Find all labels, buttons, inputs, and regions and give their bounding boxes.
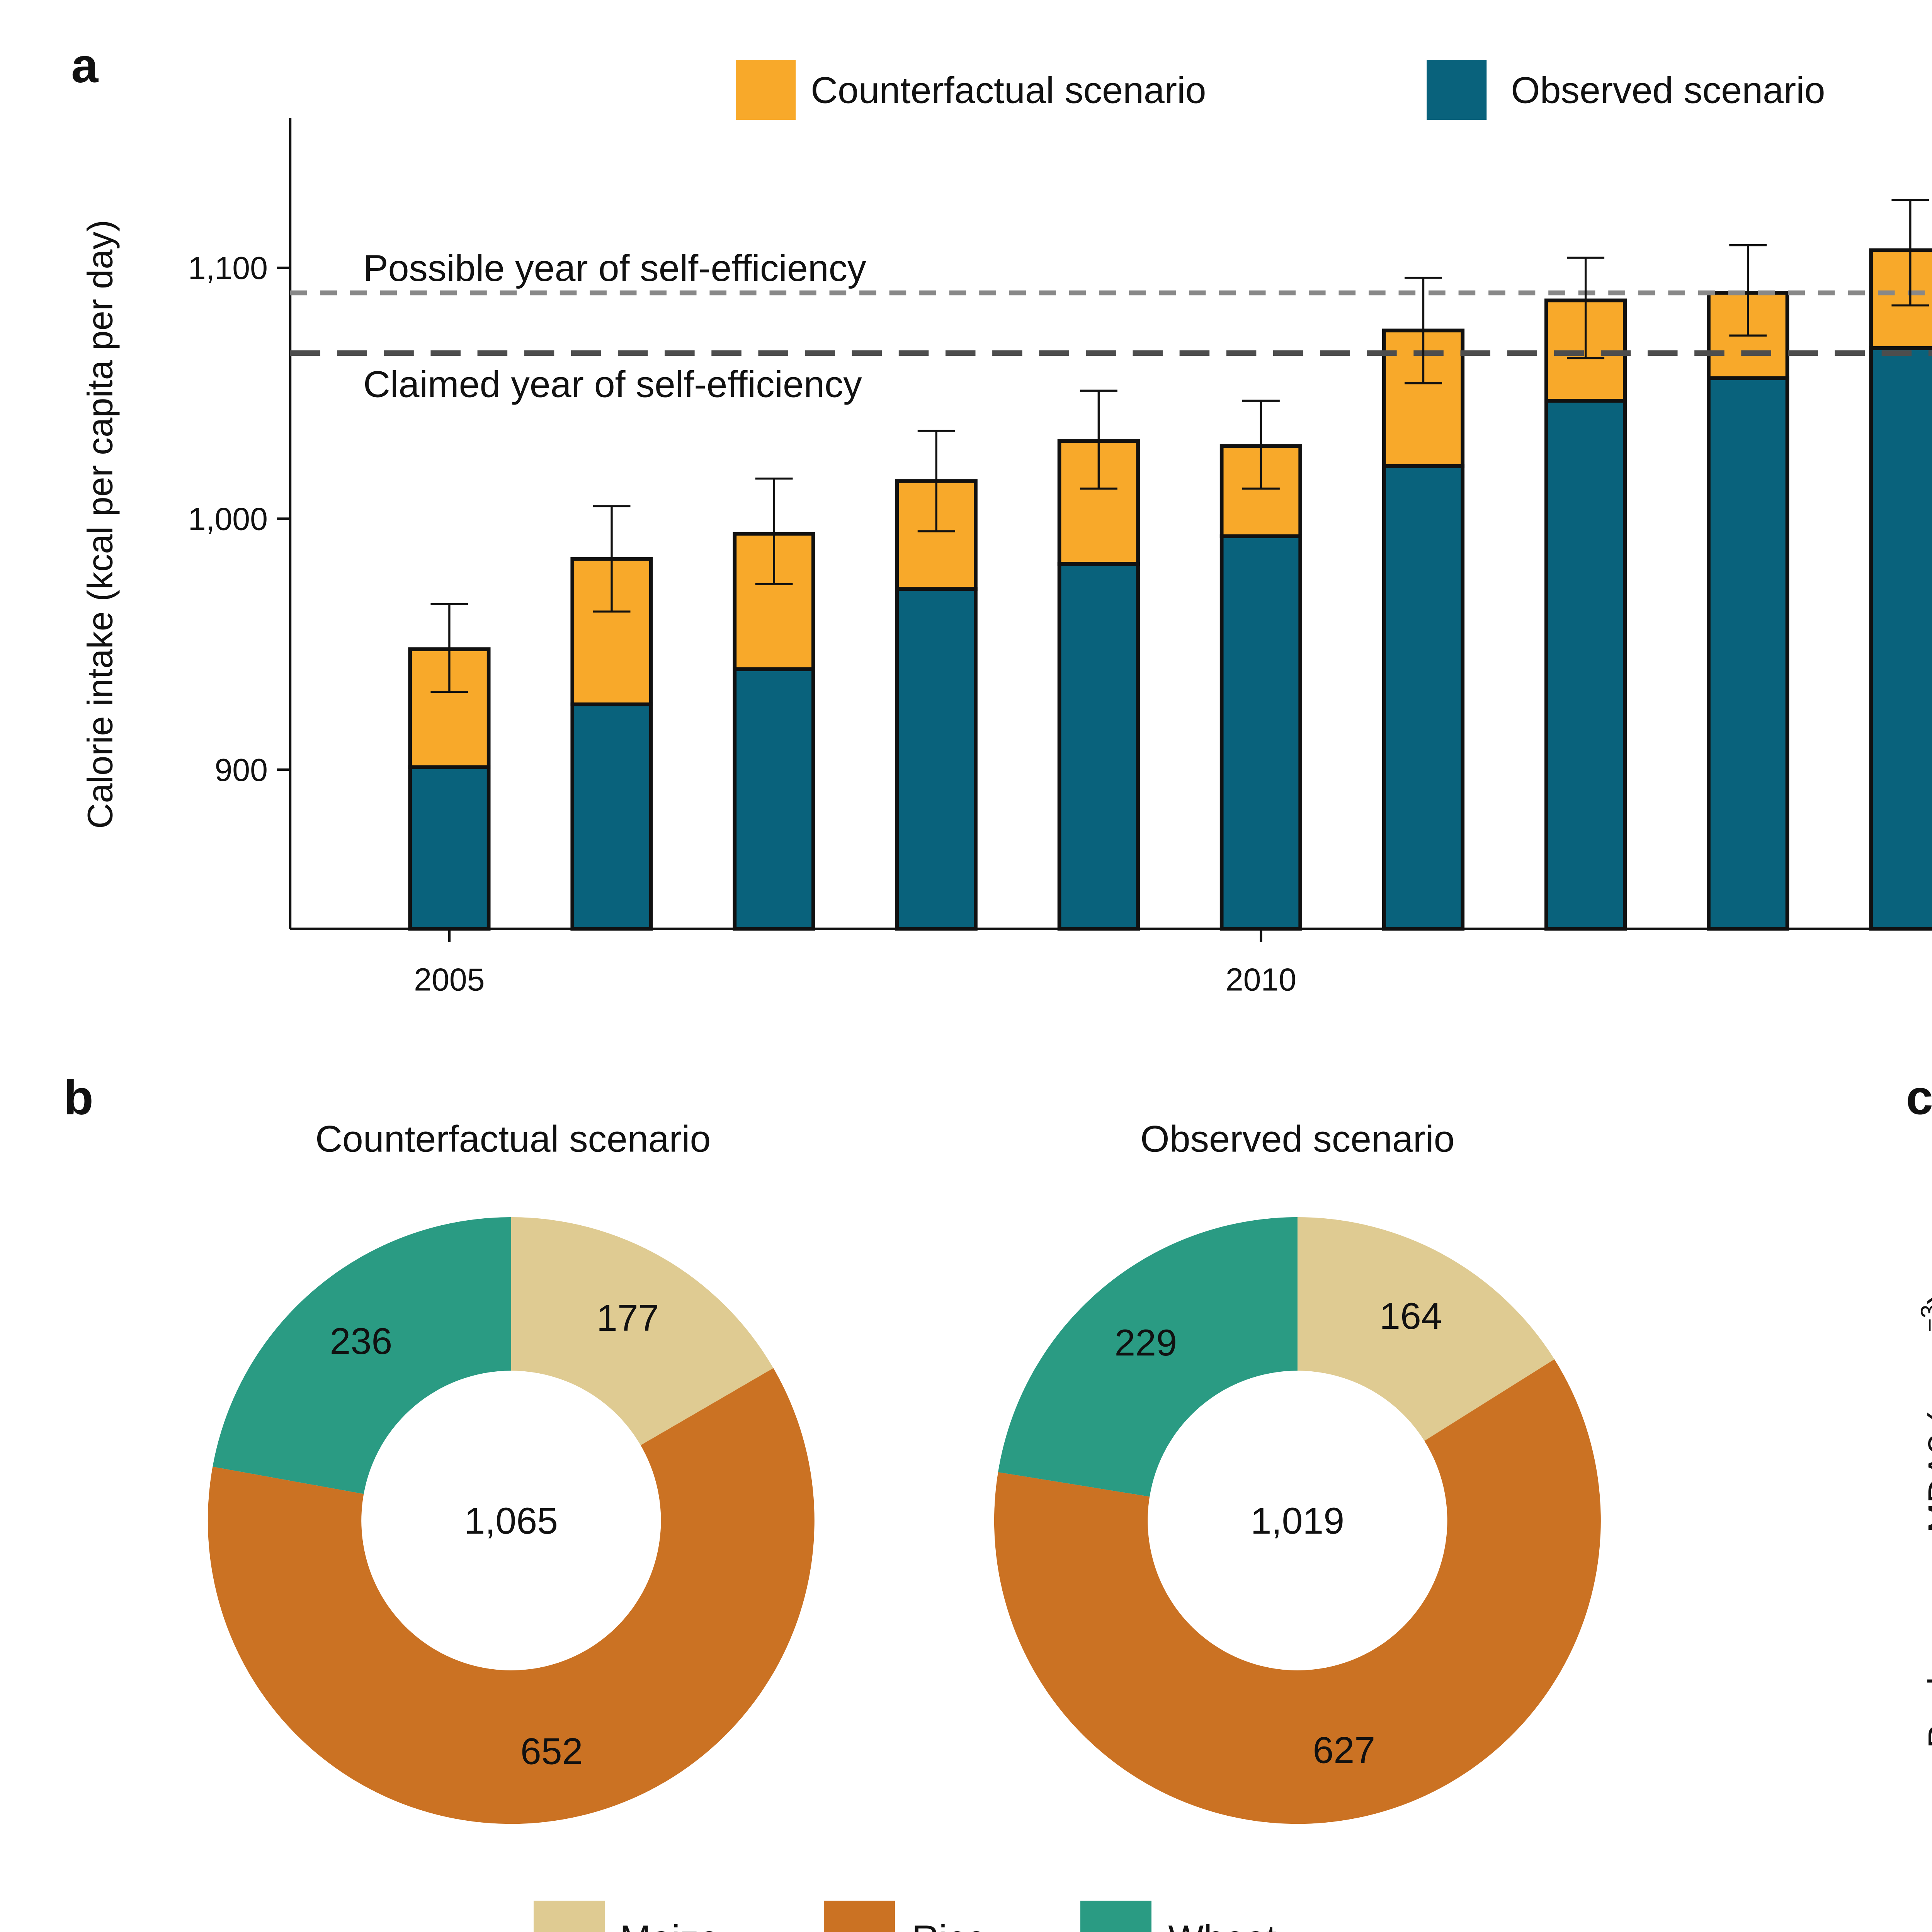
- legend-label-maize: Maize: [620, 1917, 719, 1932]
- donut-slice-label: 236: [330, 1320, 393, 1362]
- legend-swatch-wheat: [1080, 1900, 1151, 1932]
- a-error-bars: [430, 199, 1929, 693]
- a-x-tick-label: 2010: [1226, 962, 1296, 998]
- bar-observed: [1544, 399, 1627, 931]
- bar-observed: [408, 765, 491, 931]
- legend-label-rice: Rice: [912, 1917, 987, 1932]
- legend-swatch-observed: [1427, 60, 1487, 120]
- legend-label-observed: Observed scenario: [1511, 69, 1825, 111]
- a-x-tick-label: 2005: [414, 962, 485, 998]
- legend-a: Counterfactual scenario Observed scenari…: [736, 60, 1825, 120]
- donut-slice-label: 627: [1313, 1729, 1376, 1771]
- panel-b-letter: b: [64, 1070, 94, 1124]
- donut-total-label: 1,065: [464, 1500, 558, 1542]
- bar-observed: [895, 587, 978, 931]
- bar-observed: [1382, 464, 1465, 931]
- donut-total-label: 1,019: [1251, 1500, 1344, 1542]
- legend-swatch-rice: [824, 1900, 895, 1932]
- panel-a-letter: a: [71, 38, 99, 93]
- bar-observed: [1869, 346, 1932, 931]
- legend-label-counterfactual: Counterfactual scenario: [811, 69, 1206, 111]
- legend-b: Maize Rice Wheat: [533, 1900, 1277, 1932]
- donut-slice-rice: [994, 1359, 1601, 1824]
- pie-title-observed: Observed scenario: [1140, 1117, 1454, 1160]
- pie-title-counterfactual: Counterfactual scenario: [315, 1117, 711, 1160]
- donut-slice-maize: [1297, 1217, 1554, 1441]
- bar-observed: [570, 702, 653, 931]
- a-y-axis-title: Calorie intake (kcal per capita per day): [80, 220, 120, 829]
- panel-a: a Counterfactual scenario Observed scena…: [71, 38, 1932, 998]
- donut-observed: 164 627 229 1,019: [994, 1217, 1601, 1824]
- possible-year-label: Possible year of self-efficiency: [363, 247, 866, 289]
- a-bars: [408, 248, 1932, 931]
- bar-observed: [1057, 562, 1140, 931]
- a-y-tick-label: 900: [214, 752, 267, 788]
- a-y-ticks: 900 1,000 1,100: [188, 250, 291, 788]
- donut-counterfactual: 177 652 236 1,065: [207, 1217, 815, 1824]
- donut-slice-wheat: [213, 1217, 511, 1494]
- a-reference-lines: [290, 290, 1932, 356]
- bar-observed: [733, 667, 815, 931]
- c-ylabel-main: Peak season MDA8 (µg m: [1921, 1332, 1932, 1748]
- c-y-axis-title: Peak season MDA8 (µg m−3): [1916, 1293, 1932, 1748]
- c-ylabel-close: ): [1921, 1293, 1932, 1305]
- donut-slice-label: 229: [1114, 1321, 1177, 1364]
- legend-swatch-maize: [533, 1900, 605, 1932]
- donut-slice-label: 164: [1379, 1295, 1442, 1337]
- donut-slice-maize: [511, 1217, 774, 1446]
- legend-label-wheat: Wheat: [1168, 1917, 1277, 1932]
- bar-counterfactual: [1869, 248, 1932, 350]
- donut-slice-label: 652: [520, 1730, 583, 1772]
- a-y-tick-label: 1,000: [188, 501, 268, 537]
- bar-observed: [1707, 376, 1789, 931]
- c-ylabel-sup: −3: [1916, 1304, 1932, 1332]
- panel-c: c 201920054.516.18 306090120150 0255075 …: [1906, 1070, 1932, 1748]
- bar-observed: [1219, 534, 1303, 931]
- legend-swatch-counterfactual: [736, 60, 796, 120]
- donut-slice-label: 177: [597, 1297, 659, 1339]
- donut-slice-wheat: [998, 1217, 1298, 1497]
- a-x-ticks: 2005201020152019: [414, 929, 1296, 998]
- donut-slice-rice: [207, 1368, 815, 1824]
- a-y-tick-label: 1,100: [188, 250, 268, 286]
- panel-b: b Counterfactual scenario Observed scena…: [64, 1070, 1601, 1932]
- panel-c-letter: c: [1906, 1070, 1932, 1124]
- claimed-year-label: Claimed year of self-efficiency: [363, 363, 862, 405]
